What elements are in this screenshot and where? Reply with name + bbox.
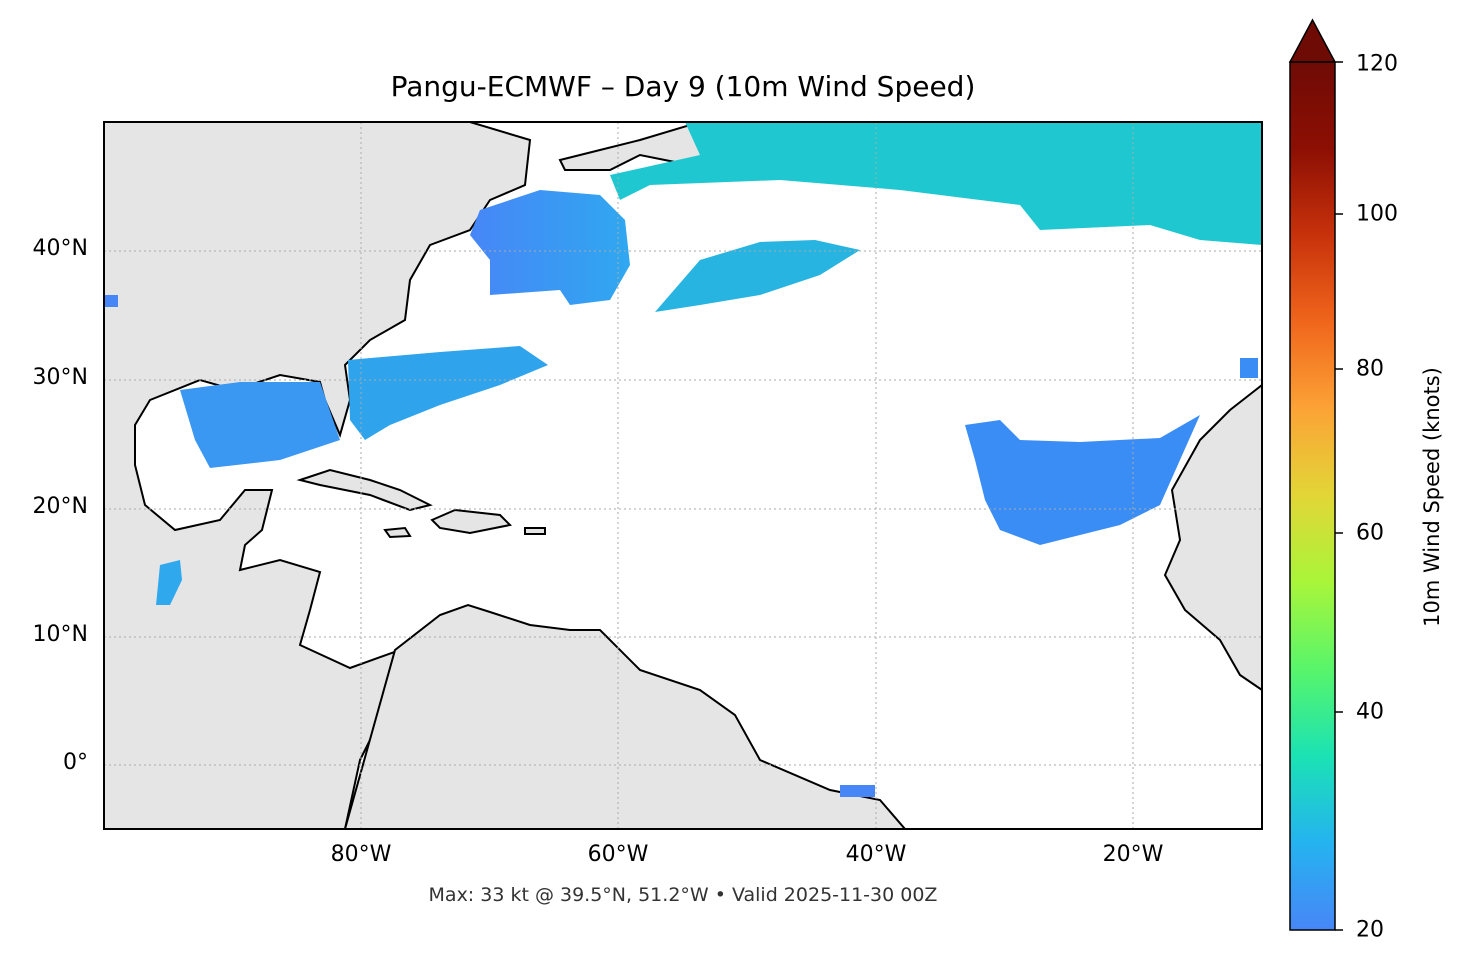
colorbar-tick-100: 100: [1356, 201, 1398, 227]
wind-area-small-2: [1240, 358, 1258, 378]
lat-label-0: 0°: [63, 750, 88, 775]
wind-area-canary: [965, 415, 1200, 545]
colorbar-tick-120: 120: [1356, 51, 1398, 77]
island-cuba: [296, 468, 433, 512]
map-frame: [103, 121, 1263, 830]
lon-label-20w: 20°W: [1102, 842, 1164, 867]
wind-area-mid-atlantic: [655, 240, 860, 312]
colorbar-tick-20: 20: [1356, 917, 1384, 943]
island-hispaniola: [430, 508, 513, 535]
wind-area-gulf: [180, 382, 340, 468]
colorbar-label: 10m Wind Speed (knots): [1420, 367, 1444, 627]
wind-area-off-newengland: [470, 190, 630, 305]
wind-area-pacific: [156, 560, 182, 605]
wind-area-off-florida: [348, 346, 548, 440]
landmass-africa: [1163, 383, 1262, 692]
lat-label-40n: 40°N: [32, 236, 88, 261]
island-puerto-rico: [524, 527, 546, 535]
max-valid-footer: Max: 33 kt @ 39.5°N, 51.2°W • Valid 2025…: [428, 884, 938, 906]
lat-label-30n: 30°N: [32, 365, 88, 390]
lon-label-40w: 40°W: [845, 842, 907, 867]
map-title: Pangu-ECMWF – Day 9 (10m Wind Speed): [390, 70, 976, 103]
colorbar-tick-40: 40: [1356, 699, 1384, 725]
lat-label-10n: 10°N: [32, 622, 88, 647]
graticule: [104, 122, 1262, 829]
wind-area-small-3: [840, 785, 875, 797]
landmass-north-america: [104, 122, 532, 829]
landmass-south-america: [343, 603, 907, 829]
colorbar-tick-80: 80: [1356, 356, 1384, 382]
lon-label-80w: 80°W: [330, 842, 392, 867]
lon-label-60w: 60°W: [587, 842, 649, 867]
wind-speed-field: [104, 122, 1262, 797]
wind-area-small-1: [104, 295, 118, 307]
island-jamaica: [383, 526, 412, 539]
wind-area-north-atlantic: [610, 122, 1262, 245]
colorbar-tick-60: 60: [1356, 520, 1384, 546]
lat-label-20n: 20°N: [32, 494, 88, 519]
